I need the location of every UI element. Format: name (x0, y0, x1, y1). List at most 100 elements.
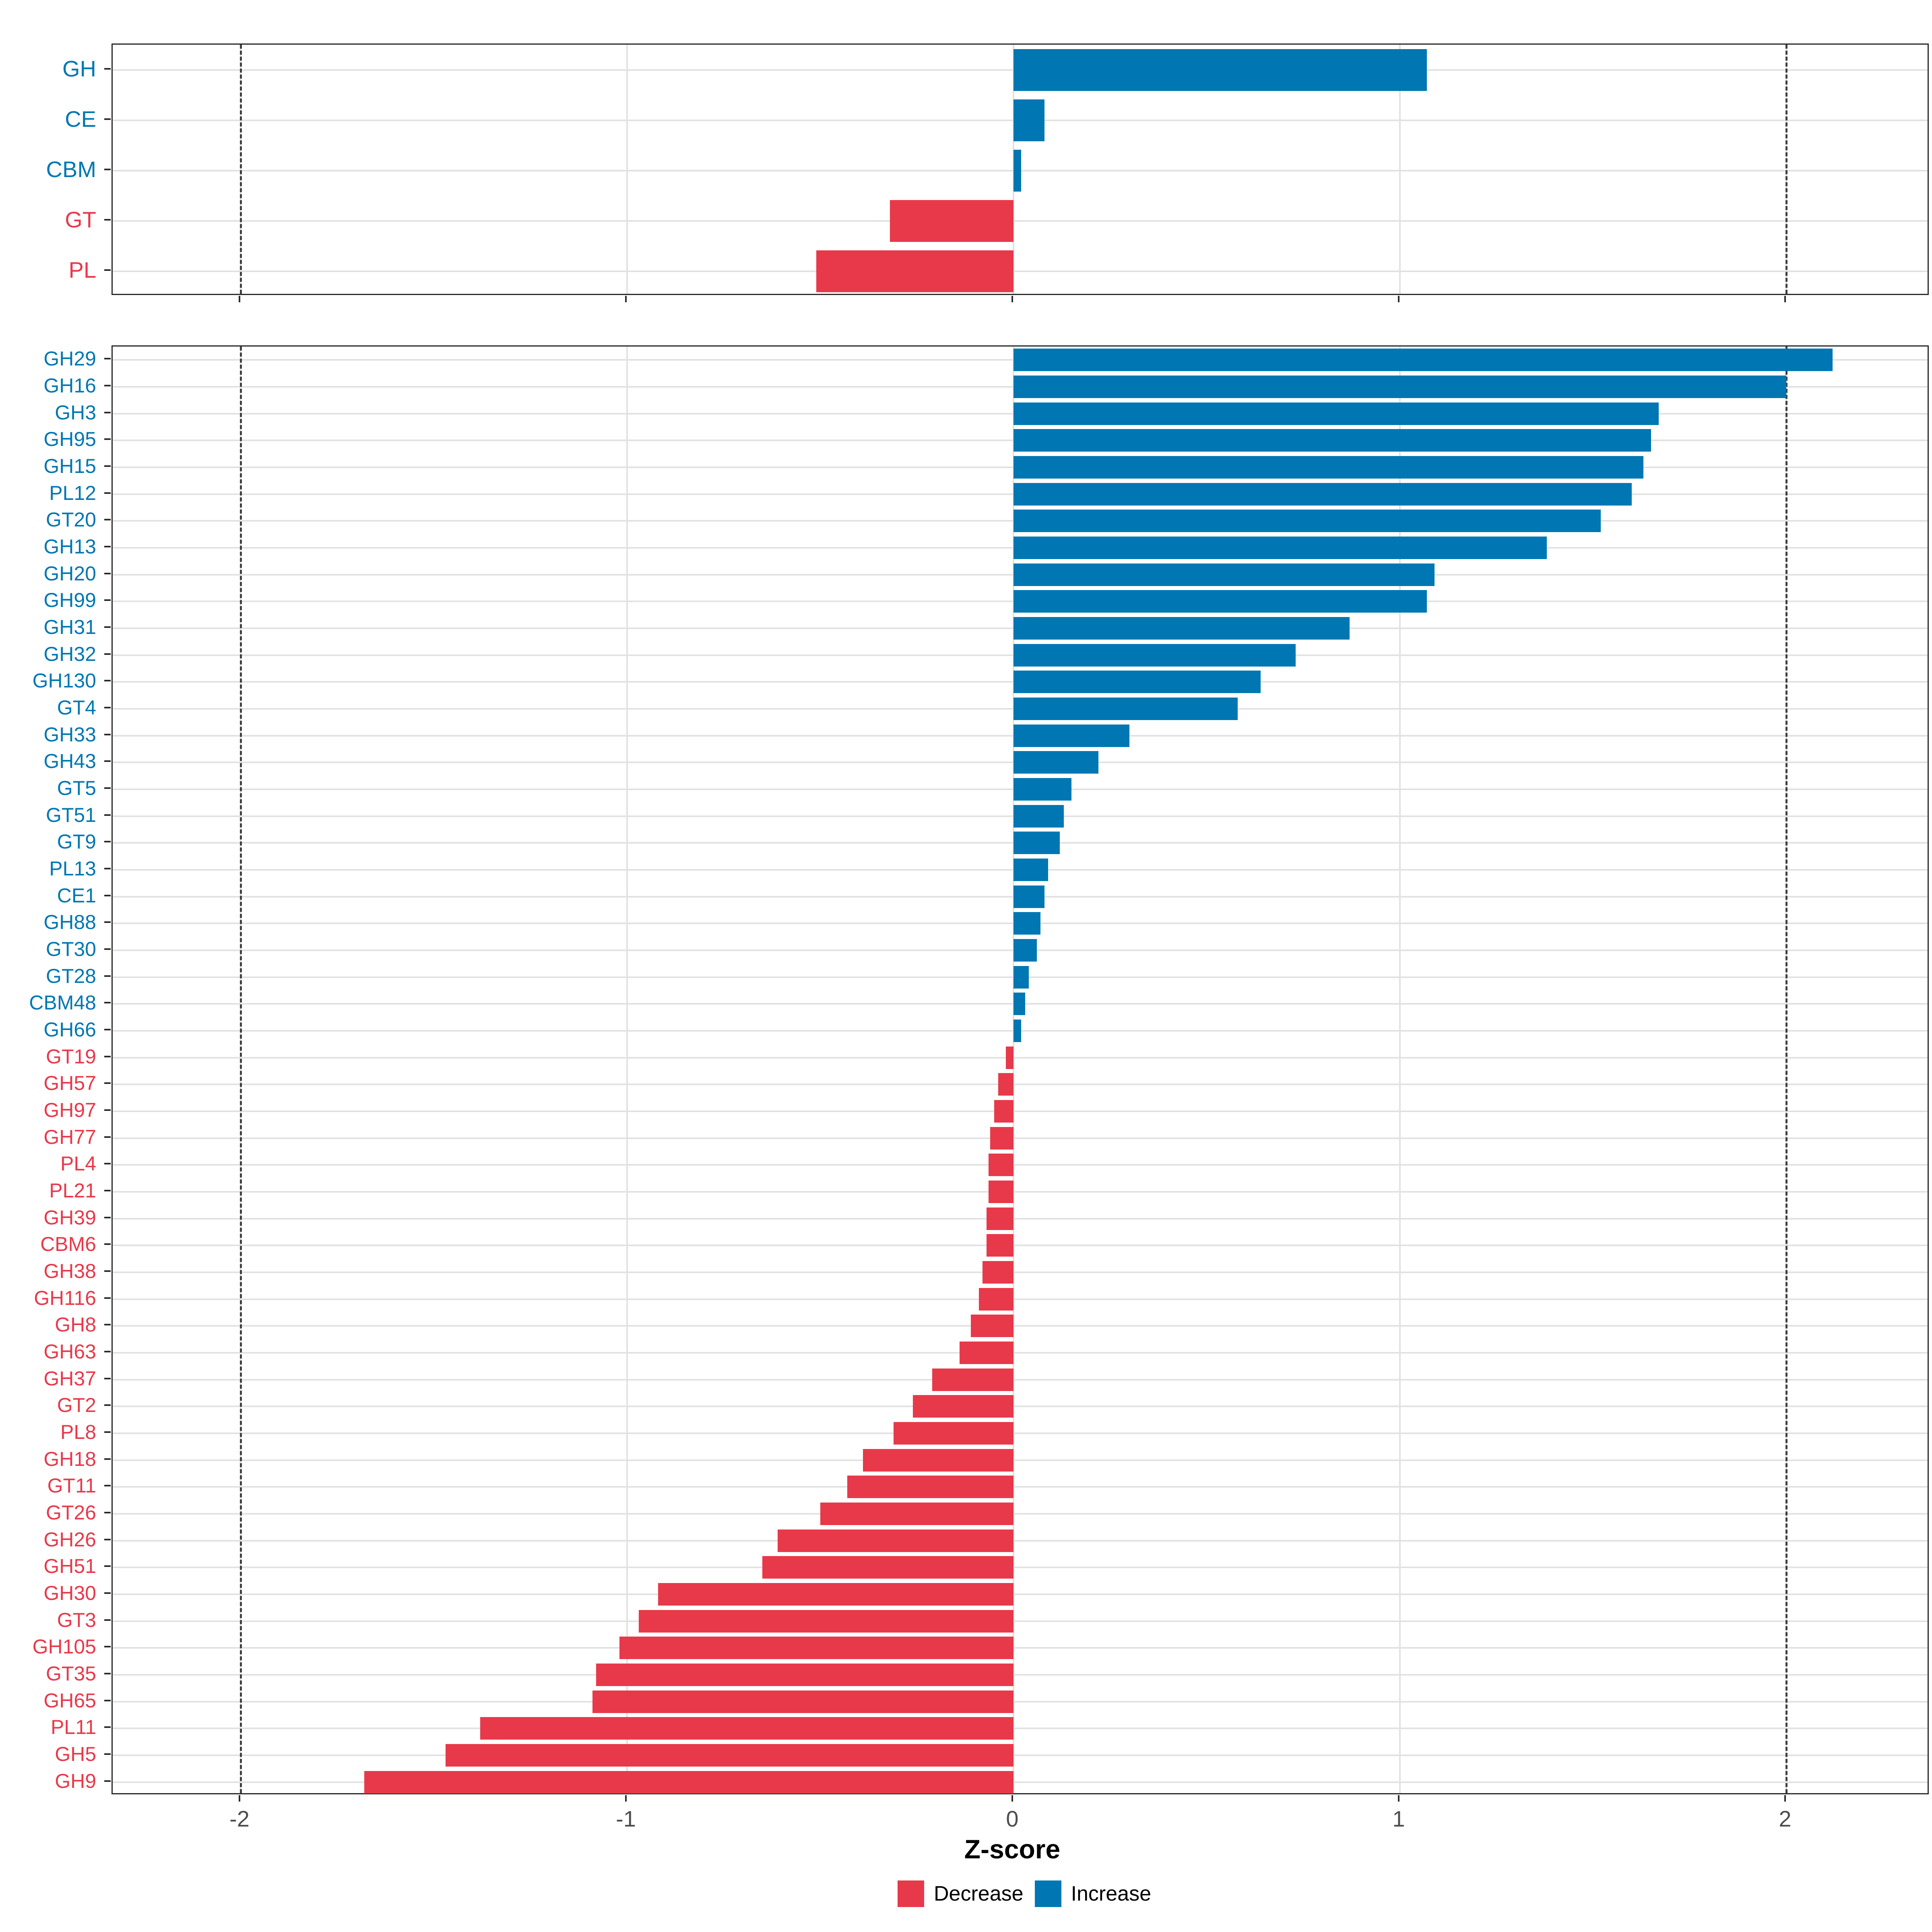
row-label-GH8: GH8 (55, 1313, 96, 1336)
hgridline (113, 1728, 1928, 1730)
y-tick (104, 465, 111, 467)
y-tick (104, 1216, 111, 1218)
x-tick (1011, 1795, 1013, 1802)
hgridline (113, 1352, 1928, 1354)
y-tick (104, 1190, 111, 1191)
row-label-GT2: GT2 (57, 1394, 96, 1417)
row-label-GH5: GH5 (55, 1743, 96, 1765)
decrease-swatch (898, 1880, 924, 1907)
y-tick (104, 1512, 111, 1513)
bar-PL4 (988, 1154, 1013, 1177)
row-label-GH57: GH57 (43, 1072, 96, 1095)
row-label-GT4: GT4 (57, 696, 96, 719)
y-tick (104, 948, 111, 950)
y-tick (104, 921, 111, 923)
row-label-GH116: GH116 (34, 1286, 96, 1309)
row-label-GT: GT (65, 206, 96, 232)
row-label-GH63: GH63 (43, 1340, 96, 1363)
x-axis-title: Z-score (964, 1834, 1061, 1864)
bar-GT26 (820, 1503, 1013, 1525)
dashed-reference-line (1785, 45, 1788, 294)
bar-PL11 (480, 1717, 1013, 1740)
bar-GT19 (1005, 1046, 1013, 1069)
y-tick (104, 411, 111, 413)
bar-GH88 (1013, 912, 1041, 935)
bar-CBM48 (1013, 993, 1025, 1016)
y-tick (104, 760, 111, 762)
y-tick (104, 787, 111, 789)
row-label-GH: GH (62, 56, 96, 81)
x-tick (1784, 1795, 1786, 1802)
bar-GH13 (1013, 537, 1547, 559)
row-label-GH65: GH65 (43, 1689, 96, 1712)
bar-GT28 (1013, 966, 1029, 989)
row-label-GH26: GH26 (43, 1528, 96, 1551)
hgridline (113, 1191, 1928, 1193)
y-tick (104, 1029, 111, 1030)
row-label-GH32: GH32 (43, 642, 96, 665)
dashed-reference-line (1785, 347, 1788, 1793)
bar-GT20 (1013, 510, 1601, 533)
y-tick (104, 1377, 111, 1379)
y-tick (104, 1673, 111, 1674)
row-label-GT9: GT9 (57, 830, 96, 853)
vgridline (626, 347, 628, 1793)
bar-GH97 (994, 1100, 1013, 1123)
bar-GT4 (1013, 698, 1238, 720)
row-label-GH16: GH16 (43, 374, 96, 397)
y-tick (104, 653, 111, 655)
y-tick (104, 1002, 111, 1004)
bar-PL8 (894, 1422, 1013, 1445)
x-tick (625, 1795, 627, 1802)
y-tick (104, 1270, 111, 1272)
y-tick (104, 1485, 111, 1487)
bar-GH32 (1013, 644, 1296, 667)
x-tick-label: -2 (229, 1806, 250, 1831)
hgridline (113, 270, 1928, 272)
y-tick (104, 1780, 111, 1782)
y-tick (104, 1055, 111, 1057)
bar-GH8 (971, 1315, 1013, 1338)
bar-GH (1013, 49, 1427, 91)
bar-GH39 (986, 1207, 1013, 1230)
bar-GH63 (959, 1342, 1013, 1364)
x-tick (1398, 296, 1399, 302)
y-tick (104, 975, 111, 977)
y-tick (104, 1538, 111, 1540)
bar-GH18 (863, 1449, 1013, 1472)
bar-GH65 (592, 1690, 1013, 1713)
row-label-CBM48: CBM48 (29, 991, 96, 1014)
y-tick (104, 814, 111, 816)
bar-PL13 (1013, 859, 1049, 881)
row-label-GH13: GH13 (43, 535, 96, 558)
row-label-GH20: GH20 (43, 562, 96, 585)
row-label-GT28: GT28 (45, 964, 96, 987)
vgridline (1399, 45, 1401, 294)
bar-GT5 (1013, 778, 1071, 801)
x-tick-label: 2 (1779, 1806, 1792, 1831)
x-tick (239, 296, 240, 302)
hgridline (113, 1540, 1928, 1542)
row-label-GH99: GH99 (43, 589, 96, 612)
legend-label-decrease: Decrease (934, 1882, 1024, 1905)
row-label-GH18: GH18 (43, 1447, 96, 1470)
y-tick (104, 733, 111, 735)
y-tick (104, 1243, 111, 1245)
hgridline (113, 1057, 1928, 1059)
row-label-GH9: GH9 (55, 1769, 96, 1792)
y-tick (104, 1136, 111, 1138)
hgridline (113, 1110, 1928, 1112)
bar-CBM6 (986, 1234, 1013, 1257)
y-tick (104, 1351, 111, 1352)
y-tick (104, 1163, 111, 1165)
x-tick-label: -1 (616, 1806, 636, 1831)
row-label-GH33: GH33 (43, 723, 96, 746)
hgridline (113, 1137, 1928, 1139)
hgridline (113, 1406, 1928, 1408)
y-tick (104, 1431, 111, 1433)
row-label-GH39: GH39 (43, 1206, 96, 1229)
x-tick (1784, 296, 1786, 302)
hgridline (113, 1218, 1928, 1220)
bar-GT30 (1013, 939, 1037, 962)
hgridline (113, 1513, 1928, 1515)
